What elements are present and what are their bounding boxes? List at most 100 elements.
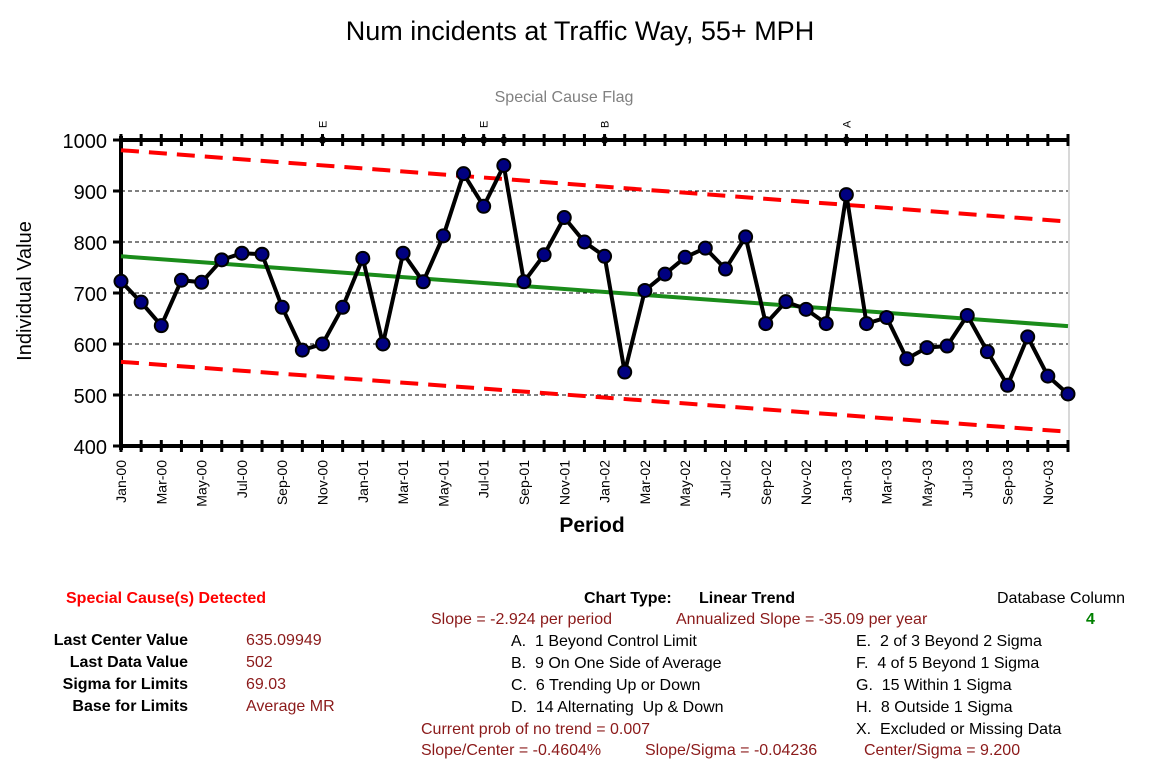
annualized-slope-text: Annualized Slope = -35.09 per year: [676, 611, 928, 628]
stat-value-last: 502: [246, 654, 273, 671]
y-tick-labels: 1000 900 800 700 600 500 400: [63, 131, 108, 459]
flag-marker: [599, 135, 610, 145]
rule-c: C. 6 Trending Up or Down: [511, 677, 701, 694]
data-point: [113, 273, 129, 289]
data-point: [355, 250, 371, 266]
data-point: [859, 316, 875, 332]
x-tick-label: Jan-00: [113, 460, 129, 503]
y-tick-label: 700: [74, 284, 107, 306]
data-point: [516, 274, 532, 290]
rule-e: E. 2 of 3 Beyond 2 Sigma: [856, 633, 1042, 650]
flag-marker: [841, 135, 852, 145]
data-point: [818, 316, 834, 332]
upper-control-limit: [120, 148, 1069, 224]
data-point: [717, 261, 733, 277]
chart-title: Num incidents at Traffic Way, 55+ MPH: [346, 16, 814, 46]
x-tick-label: Nov-02: [798, 460, 814, 505]
data-point: [1040, 368, 1056, 384]
data-point: [314, 336, 330, 352]
x-tick-label: Mar-03: [879, 460, 895, 505]
data-point: [294, 342, 310, 358]
y-tick-label: 400: [74, 437, 107, 459]
flag-marker: [498, 135, 509, 145]
rule-h: H. 8 Outside 1 Sigma: [856, 699, 1013, 716]
center-trend-line: [120, 254, 1069, 329]
rule-b: B. 9 On One Side of Average: [511, 655, 722, 672]
data-point: [153, 318, 169, 334]
x-tick-label: Nov-01: [556, 460, 572, 505]
stat-label-sigma: Sigma for Limits: [62, 676, 188, 693]
flag-label: B: [600, 121, 612, 128]
x-tick-label: Nov-03: [1040, 460, 1056, 505]
y-tick-label: 500: [74, 386, 107, 408]
chart-type-label: Chart Type:: [584, 590, 672, 607]
data-point: [254, 246, 270, 262]
x-tick-label: Jan-03: [838, 460, 854, 503]
database-column-label: Database Column: [997, 590, 1126, 607]
x-tick-label: Mar-00: [153, 460, 169, 505]
x-tick-label: May-00: [194, 460, 210, 507]
data-point: [879, 309, 895, 325]
data-point: [1000, 377, 1016, 393]
data-point: [919, 340, 935, 356]
flag-label: E: [479, 121, 491, 128]
flag-marker: [458, 135, 469, 145]
rule-g: G. 15 Within 1 Sigma: [856, 677, 1012, 694]
data-point: [597, 248, 613, 264]
data-point: [133, 294, 149, 310]
data-point: [697, 240, 713, 256]
prob-no-trend: Current prob of no trend = 0.007: [421, 721, 651, 738]
flag-label: E: [317, 121, 329, 128]
data-point: [738, 229, 754, 245]
data-point: [959, 307, 975, 323]
data-point: [1020, 329, 1036, 345]
data-line: [119, 163, 1070, 396]
data-point: [798, 301, 814, 317]
x-tick-label: Jan-01: [355, 460, 371, 503]
data-point: [637, 282, 653, 298]
lower-control-limit: [120, 359, 1069, 434]
slope-center-ratio: Slope/Center = -0.4604%: [421, 742, 602, 759]
rule-f: F. 4 of 5 Beyond 1 Sigma: [856, 655, 1040, 672]
rule-x: X. Excluded or Missing Data: [856, 721, 1062, 738]
data-point: [576, 234, 592, 250]
x-tick-label: Jan-02: [597, 460, 613, 503]
data-point: [838, 187, 854, 203]
y-tick-label: 900: [74, 182, 107, 204]
stat-label-last: Last Data Value: [69, 654, 188, 671]
data-point: [1060, 386, 1076, 402]
x-tick-label: Sep-00: [274, 460, 290, 505]
chart-subtitle: Special Cause Flag: [495, 89, 634, 106]
data-point: [173, 272, 189, 288]
data-point: [677, 249, 693, 265]
x-tick-label: May-01: [435, 460, 451, 507]
data-point: [456, 166, 472, 182]
data-point: [335, 299, 351, 315]
stat-label-center: Last Center Value: [53, 632, 188, 649]
x-tick-label: Sep-02: [758, 460, 774, 505]
y-tick-label: 1000: [63, 131, 108, 153]
x-tick-label: Mar-02: [637, 460, 653, 505]
stat-value-center: 635.09949: [246, 632, 322, 649]
data-point: [274, 299, 290, 315]
center-sigma-ratio: Center/Sigma = 9.200: [864, 742, 1021, 759]
data-point: [556, 210, 572, 226]
data-point: [476, 198, 492, 214]
control-chart: Num incidents at Traffic Way, 55+ MPH Sp…: [14, 16, 1076, 537]
x-tick-label: Nov-00: [314, 460, 330, 505]
special-cause-label: Special Cause(s) Detected: [66, 590, 267, 607]
x-tick-label: Jul-02: [717, 460, 733, 498]
data-point: [899, 351, 915, 367]
slope-sigma-ratio: Slope/Sigma = -0.04236: [645, 742, 818, 759]
y-tick-label: 600: [74, 335, 107, 357]
stat-value-base: Average MR: [246, 698, 335, 715]
stat-label-base: Base for Limits: [72, 698, 188, 715]
rule-d: D. 14 Alternating Up & Down: [511, 699, 724, 716]
y-axis-label: Individual Value: [14, 221, 36, 361]
rule-a: A. 1 Beyond Control Limit: [511, 633, 697, 650]
data-point: [194, 274, 210, 290]
data-point: [758, 316, 774, 332]
x-axis-label: Period: [559, 514, 624, 537]
stat-value-sigma: 69.03: [246, 676, 287, 693]
